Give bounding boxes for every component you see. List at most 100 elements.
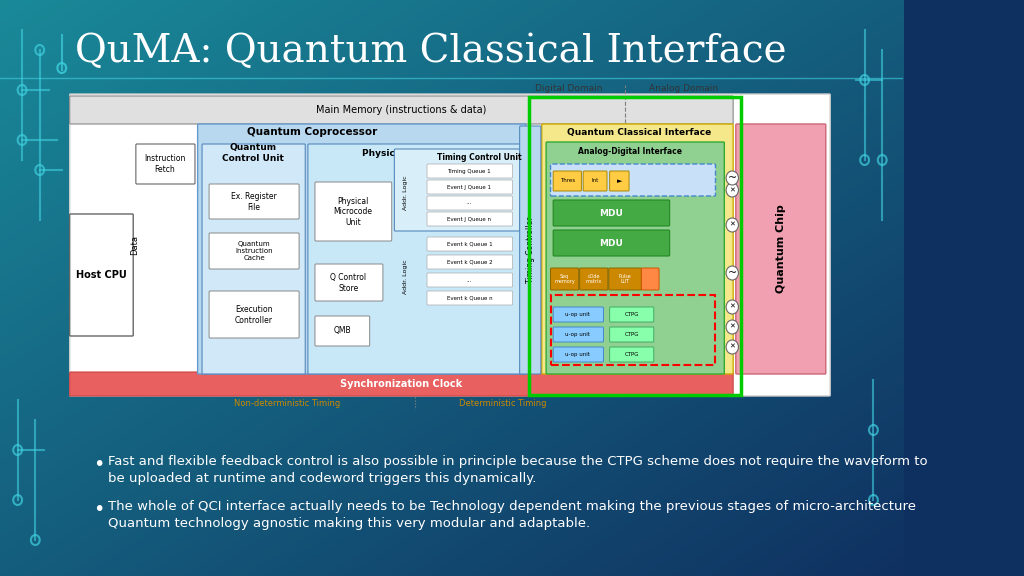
Text: u-op unit: u-op unit [565,312,590,317]
Text: •: • [93,455,104,474]
Text: Event J Queue 1: Event J Queue 1 [447,184,492,190]
Text: QMB: QMB [334,327,351,335]
Text: The whole of QCI interface actually needs to be Technology dependent making the : The whole of QCI interface actually need… [108,500,915,513]
Text: CTPG: CTPG [625,352,639,357]
FancyBboxPatch shape [198,124,525,374]
Text: Data: Data [130,235,139,255]
FancyBboxPatch shape [609,171,629,191]
FancyBboxPatch shape [70,214,133,336]
FancyBboxPatch shape [315,316,370,346]
Text: Seq
memory: Seq memory [554,274,575,285]
FancyBboxPatch shape [641,268,659,290]
Circle shape [726,320,738,334]
Circle shape [726,340,738,354]
FancyBboxPatch shape [427,237,513,251]
FancyBboxPatch shape [427,164,513,178]
Bar [551,295,715,365]
Text: Addr. Logic: Addr. Logic [403,260,409,294]
FancyBboxPatch shape [308,144,525,374]
Text: Q Control
Store: Q Control Store [331,273,367,293]
Text: MDU: MDU [599,238,624,248]
Text: ~: ~ [728,268,737,278]
FancyBboxPatch shape [553,347,603,362]
FancyBboxPatch shape [553,307,603,322]
FancyBboxPatch shape [542,124,733,374]
Circle shape [726,218,738,232]
Text: ►: ► [616,178,622,184]
Text: u-op unit: u-op unit [565,332,590,337]
Text: ✕: ✕ [729,187,735,193]
FancyBboxPatch shape [315,182,392,241]
FancyBboxPatch shape [519,126,541,374]
Circle shape [726,183,738,197]
FancyBboxPatch shape [70,372,733,396]
Text: Fast and flexible feedback control is also possible in principle because the CTP: Fast and flexible feedback control is al… [108,455,928,468]
Circle shape [726,266,738,280]
Text: Event k Queue n: Event k Queue n [446,295,493,301]
FancyBboxPatch shape [70,94,830,396]
Text: be uploaded at runtime and codeword triggers this dynamically.: be uploaded at runtime and codeword trig… [108,472,536,485]
FancyBboxPatch shape [609,347,653,362]
Text: ...: ... [467,278,472,282]
Text: Timing Control Unit: Timing Control Unit [436,153,521,161]
Text: Quantum Coprocessor: Quantum Coprocessor [247,127,377,137]
Text: ✕: ✕ [729,222,735,228]
FancyBboxPatch shape [608,268,641,290]
Text: QuMA: Quantum Classical Interface: QuMA: Quantum Classical Interface [75,33,786,70]
Text: Instruction
Fetch: Instruction Fetch [144,154,185,174]
FancyBboxPatch shape [427,196,513,210]
Text: Main Memory (instructions & data): Main Memory (instructions & data) [316,105,486,115]
Text: ✕: ✕ [729,344,735,350]
Text: Event k Queue 1: Event k Queue 1 [446,241,493,247]
FancyBboxPatch shape [209,233,299,269]
Text: Quantum
Control Unit: Quantum Control Unit [222,143,284,162]
Text: Quantum Classical Interface: Quantum Classical Interface [567,128,712,138]
FancyBboxPatch shape [202,144,305,374]
Text: Quantum
Instruction
Cache: Quantum Instruction Cache [236,241,273,261]
FancyBboxPatch shape [553,171,582,191]
Text: Quantum technology agnostic making this very modular and adaptable.: Quantum technology agnostic making this … [108,517,590,530]
FancyBboxPatch shape [551,164,716,196]
Text: Timing Controller: Timing Controller [525,217,535,283]
FancyBboxPatch shape [427,291,513,305]
Text: CTPG: CTPG [625,312,639,317]
FancyBboxPatch shape [609,307,653,322]
FancyBboxPatch shape [553,230,670,256]
Text: ~: ~ [728,173,737,183]
Bar [529,97,741,395]
Text: Thres: Thres [560,179,574,184]
FancyBboxPatch shape [209,184,299,219]
Text: Event J Queue n: Event J Queue n [447,217,492,222]
Text: Host CPU: Host CPU [76,270,127,280]
Text: Synchronization Clock: Synchronization Clock [340,379,463,389]
Text: Int: Int [591,179,598,184]
FancyBboxPatch shape [394,149,519,231]
Text: CTPG: CTPG [625,332,639,337]
Text: Physical
Microcode
Unit: Physical Microcode Unit [334,197,373,227]
FancyBboxPatch shape [609,327,653,342]
Text: ✕: ✕ [729,324,735,330]
FancyBboxPatch shape [427,273,513,287]
FancyBboxPatch shape [427,212,513,226]
Text: ✕: ✕ [729,304,735,310]
FancyBboxPatch shape [583,171,607,191]
FancyBboxPatch shape [553,327,603,342]
Text: Deterministic Timing: Deterministic Timing [459,399,547,408]
FancyBboxPatch shape [136,144,195,184]
Text: Pulse
LUT: Pulse LUT [618,274,631,285]
FancyBboxPatch shape [209,291,299,338]
FancyBboxPatch shape [427,255,513,269]
Text: Physical Execution Layer: Physical Execution Layer [361,149,488,157]
Text: Timing Queue 1: Timing Queue 1 [447,169,492,173]
Text: MDU: MDU [599,209,624,218]
Text: Analog Domain: Analog Domain [649,84,718,93]
Text: •: • [93,500,104,519]
Text: Non-deterministic Timing: Non-deterministic Timing [233,399,340,408]
Text: Addr. Logic: Addr. Logic [403,176,409,210]
FancyBboxPatch shape [580,268,608,290]
FancyBboxPatch shape [427,180,513,194]
FancyBboxPatch shape [553,200,670,226]
FancyBboxPatch shape [315,264,383,301]
Circle shape [726,300,738,314]
Text: Event k Queue 2: Event k Queue 2 [446,260,493,264]
